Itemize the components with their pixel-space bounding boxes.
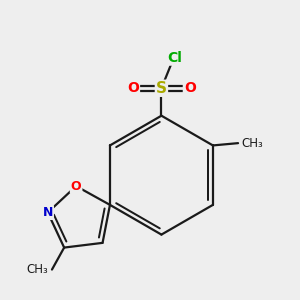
Text: O: O — [184, 81, 196, 95]
Text: O: O — [71, 180, 81, 193]
Text: S: S — [156, 81, 167, 96]
Text: CH₃: CH₃ — [27, 263, 48, 276]
Text: CH₃: CH₃ — [242, 136, 263, 150]
Text: N: N — [43, 206, 53, 219]
Text: O: O — [127, 81, 139, 95]
Text: Cl: Cl — [168, 51, 183, 64]
